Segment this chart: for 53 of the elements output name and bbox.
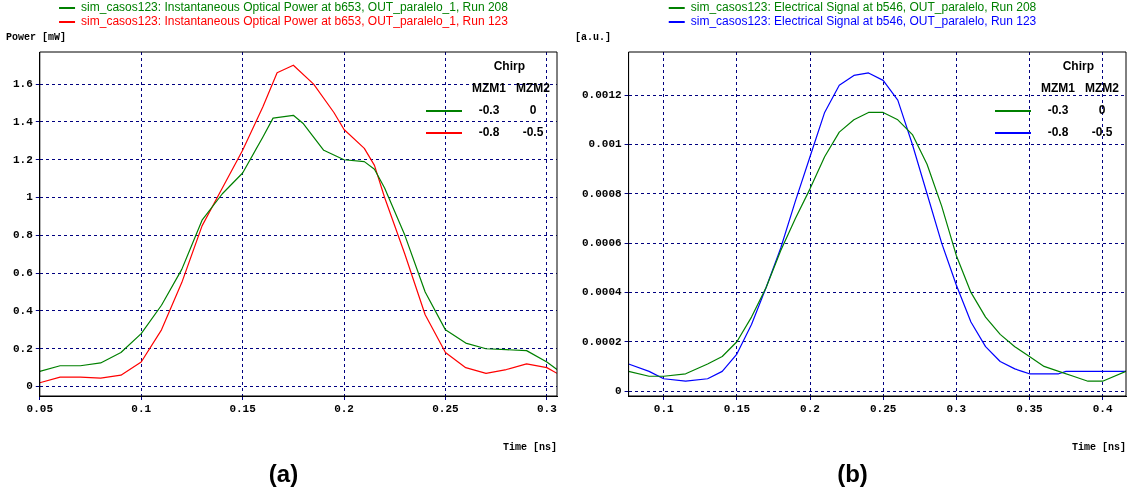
x-axis-title: Time [ns] — [502, 441, 557, 453]
annotation: -0.3 — [477, 102, 501, 119]
y-tick-label: 0.0006 — [582, 236, 622, 249]
annotation: MZM1 — [1040, 80, 1076, 97]
y-tick-label: 1.4 — [12, 115, 34, 128]
y-tick-label: 0.0012 — [582, 88, 622, 101]
annotation: 0 — [1097, 102, 1107, 119]
y-tick-label: 0.0002 — [582, 335, 622, 348]
legend-label: sim_casos123: Electrical Signal at b546, OUT_paralelo, Run 123 — [690, 14, 1037, 29]
x-tick-label: 0.25 — [432, 403, 460, 416]
y-tick-label: 0.2 — [12, 342, 33, 355]
annotation: -0.3 — [1046, 102, 1070, 119]
annotation: -0.8 — [1046, 124, 1070, 141]
x-tick-label: 0.05 — [26, 403, 54, 416]
y-tick-label: 1 — [26, 191, 34, 204]
annotation: -0.8 — [477, 124, 501, 141]
y-tick-label: 1.2 — [12, 153, 33, 166]
y-axis-title: [a.u.] — [575, 31, 612, 43]
y-tick-label: 0 — [26, 380, 33, 393]
x-axis-title: Time [ns] — [1071, 441, 1126, 453]
x-tick-label: 0.15 — [723, 403, 751, 416]
y-axis-title: Power [mW] — [6, 31, 67, 43]
y-tick-label: 0 — [615, 384, 622, 397]
x-tick-label: 0.1 — [653, 403, 675, 416]
x-tick-label: 0.3 — [946, 403, 967, 416]
legend-label: sim_casos123: Instantaneous Optical Power at b653, OUT_paralelo_1, Run 123 — [81, 14, 509, 29]
y-tick-label: 0.001 — [588, 138, 622, 151]
annotation: 0 — [528, 102, 538, 119]
annotation: -0.5 — [521, 124, 545, 141]
annotation: MZM2 — [1084, 80, 1120, 97]
legend-label: sim_casos123: Electrical Signal at b546, OUT_paralelo, Run 208 — [690, 0, 1037, 15]
x-tick-label: 0.2 — [334, 403, 354, 416]
x-tick-label: 0.35 — [1016, 403, 1044, 416]
y-tick-label: 0.8 — [12, 229, 34, 242]
y-tick-label: 1.6 — [12, 77, 33, 90]
x-tick-label: 0.4 — [1092, 403, 1113, 416]
x-tick-label: 0.3 — [536, 403, 558, 416]
y-tick-label: 0.0008 — [582, 187, 622, 200]
text: (b) — [837, 460, 868, 488]
y-tick-label: 0.0004 — [582, 286, 622, 299]
legend-label: sim_casos123: Instantaneous Optical Power at b653, OUT_paralelo_1, Run 208 — [81, 0, 509, 15]
y-tick-label: 0.6 — [12, 266, 33, 279]
x-tick-label: 0.15 — [229, 403, 257, 416]
text: (a) — [268, 460, 299, 488]
annotation: MZM2 — [515, 80, 551, 97]
annotation: MZM1 — [471, 80, 507, 97]
x-tick-label: 0.2 — [800, 403, 820, 416]
x-tick-label: 0.25 — [869, 403, 897, 416]
annotation: Chirp — [492, 58, 526, 75]
y-tick-label: 0.4 — [12, 304, 34, 317]
annotation: Chirp — [1061, 58, 1095, 75]
annotation: -0.5 — [1090, 124, 1114, 141]
x-tick-label: 0.1 — [131, 403, 152, 416]
